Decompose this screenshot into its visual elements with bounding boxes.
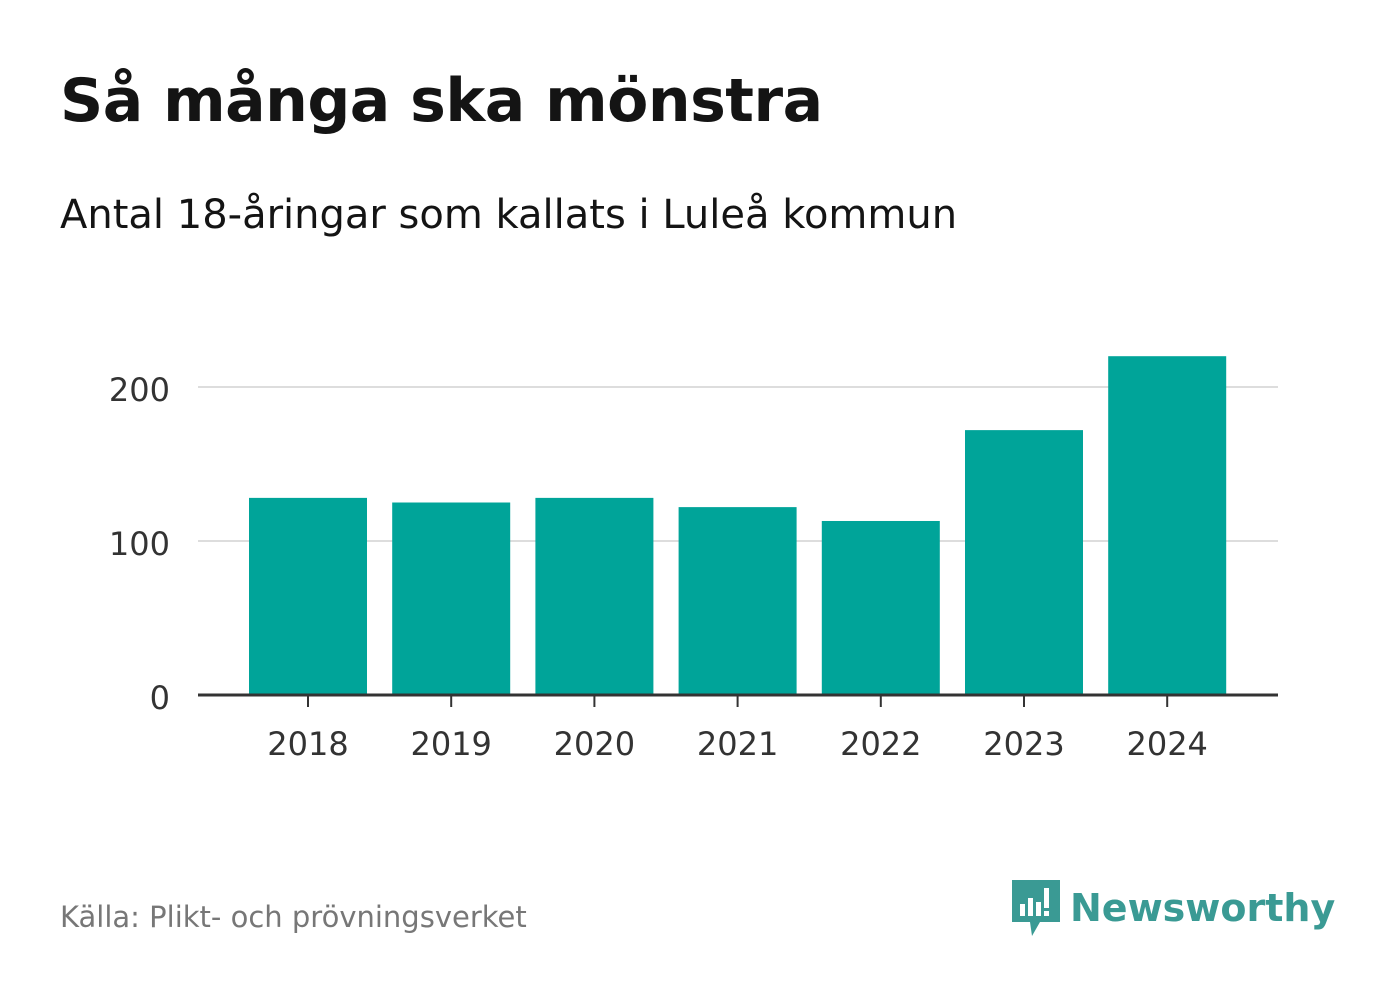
bar-2018	[249, 497, 367, 695]
y-tick-label: 100	[109, 525, 170, 563]
x-tick-label: 2022	[840, 725, 921, 763]
chart-subtitle: Antal 18-åringar som kallats i Luleå kom…	[60, 192, 958, 238]
bar-2024	[1108, 356, 1227, 695]
bar-2022	[821, 520, 940, 695]
brand-name: Newsworthy	[1070, 886, 1336, 930]
bars	[249, 356, 1227, 695]
x-tick-label: 2020	[554, 725, 635, 763]
chart-title: Så många ska mönstra	[60, 66, 823, 136]
x-tick-label: 2024	[1126, 725, 1207, 763]
axes: 0 100 200 2018 2019 2020 2021 2022 2023 2024	[109, 371, 1278, 763]
x-tick-label: 2023	[983, 725, 1064, 763]
newsworthy-logo-icon	[1012, 880, 1060, 936]
bar-2021	[678, 507, 797, 695]
x-tick-label: 2021	[697, 725, 778, 763]
y-tick-label: 200	[109, 371, 170, 409]
x-tick-label: 2018	[267, 725, 348, 763]
bar-2023	[965, 430, 1083, 695]
source-note: Källa: Plikt- och prövningsverket	[60, 900, 527, 934]
brand-logo: Newsworthy	[1010, 878, 1335, 938]
bar-2019	[392, 502, 511, 695]
bar-2020	[535, 497, 654, 695]
y-tick-label: 0	[150, 679, 170, 717]
x-tick-label: 2019	[410, 725, 491, 763]
